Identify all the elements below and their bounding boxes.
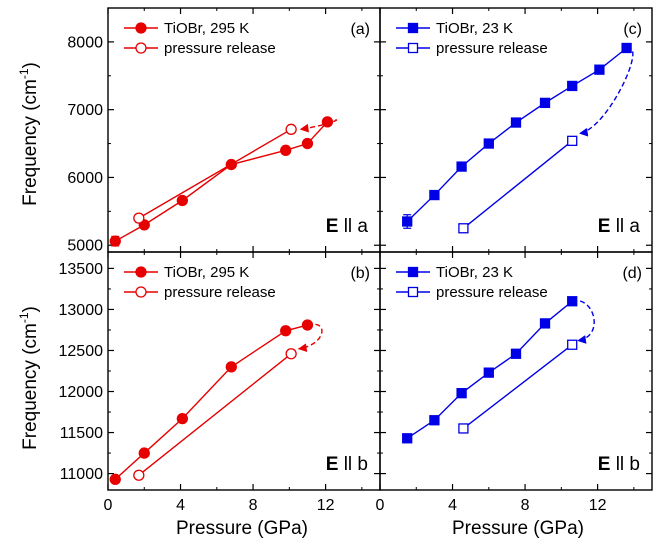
legend-label: pressure release — [436, 284, 548, 301]
legend-marker — [135, 286, 147, 298]
data-point — [429, 189, 440, 201]
x-tick-label: 8 — [521, 497, 530, 514]
data-point — [567, 135, 578, 146]
y-tick-label: 5000 — [67, 238, 103, 255]
legend-label: TiOBr, 23 K — [436, 20, 513, 37]
legend-marker — [135, 266, 147, 278]
legend-label: pressure release — [436, 40, 548, 57]
y-tick-label: 13500 — [59, 261, 104, 278]
legend-marker — [407, 286, 419, 298]
data-point — [225, 361, 237, 373]
data-point — [133, 469, 145, 481]
x-tick-label: 12 — [589, 497, 607, 514]
arrowhead — [299, 123, 310, 133]
panel-label: (b) — [350, 265, 370, 282]
y-tick-label: 6000 — [67, 170, 103, 187]
data-point — [539, 318, 551, 329]
polarization-label: E ll b — [598, 454, 640, 475]
legend-label: pressure release — [164, 40, 276, 57]
data-point — [429, 415, 440, 426]
data-point — [539, 97, 551, 109]
legend-marker — [135, 42, 147, 54]
data-point — [133, 212, 145, 224]
data-point — [621, 42, 632, 54]
series-line — [406, 47, 628, 223]
data-point — [483, 367, 494, 378]
series-line — [462, 344, 573, 430]
data-point — [567, 296, 578, 307]
data-point — [483, 138, 494, 149]
x-tick-label: 4 — [448, 497, 457, 514]
y-tick-label: 12000 — [59, 384, 104, 401]
x-axis-label-left: Pressure (GPa) — [176, 518, 308, 539]
panels: 5000 6000 7000 8000 TiOBr, 295 K pressure rel… — [59, 7, 653, 514]
y-tick-label: 12500 — [59, 343, 104, 360]
legend-marker — [135, 22, 147, 34]
arrowhead — [297, 343, 308, 353]
data-point — [176, 412, 188, 425]
x-tick-label: 4 — [176, 497, 185, 514]
y-tick-label: 11500 — [60, 425, 103, 442]
data-point — [109, 235, 121, 247]
y-tick-label: 7000 — [67, 102, 103, 119]
legend-label: TiOBr, 295 K — [164, 264, 249, 281]
data-point — [567, 339, 578, 350]
legend-marker — [407, 22, 419, 34]
y-tick-label: 13000 — [59, 302, 104, 319]
data-point — [301, 319, 314, 331]
x-tick-label: 12 — [317, 497, 335, 514]
data-point — [280, 144, 292, 156]
x-tick-label: 8 — [249, 497, 258, 514]
legend-label: TiOBr, 23 K — [436, 264, 513, 281]
panel-label: (c) — [623, 21, 642, 38]
data-point — [456, 388, 467, 399]
legend-label: TiOBr, 295 K — [164, 20, 249, 37]
arrowhead — [577, 335, 587, 344]
panel-label: (d) — [622, 265, 642, 282]
panel-d: 0 4 8 12 TiOBr, 23 K pressure release (d) E ll … — [376, 251, 653, 514]
data-point — [510, 117, 522, 128]
series-line — [462, 140, 573, 229]
polarization-label: E ll a — [598, 216, 641, 237]
data-point — [285, 348, 297, 360]
data-point — [594, 64, 605, 75]
y-axis-label-lower: Frequency (cm-1) — [17, 306, 41, 450]
data-point — [321, 116, 334, 128]
data-point — [456, 161, 467, 172]
data-point — [109, 473, 121, 485]
polarization-label: E ll a — [326, 216, 369, 237]
x-tick-label: 0 — [104, 497, 113, 514]
panel-a: 5000 6000 7000 8000 TiOBr, 295 K pressure rel… — [67, 7, 381, 255]
x-tick-label: 0 — [376, 497, 385, 514]
data-point — [285, 123, 297, 135]
data-point — [301, 137, 314, 150]
y-tick-label: 8000 — [67, 34, 103, 51]
data-point — [280, 325, 292, 337]
legend-label: pressure release — [164, 284, 276, 301]
data-point — [458, 423, 469, 434]
y-axis-label-upper: Frequency (cm-1) — [17, 62, 41, 206]
x-axis-label-right: Pressure (GPa) — [452, 518, 584, 539]
polarization-label: E ll b — [326, 454, 368, 475]
y-tick-label: 11000 — [60, 466, 103, 483]
pressure-loop-curve — [579, 47, 634, 135]
panel-c: TiOBr, 23 K pressure release (c) E ll a — [379, 7, 653, 253]
panel-b: 0 4 8 12 11000 11500 12000 12500 13000 13500 TiOBr… — [59, 251, 381, 514]
data-point — [567, 80, 578, 92]
data-point — [138, 447, 150, 459]
data-point — [402, 216, 413, 227]
data-point — [176, 194, 188, 207]
series-line — [138, 353, 292, 476]
legend-marker — [407, 42, 419, 54]
panel-label: (a) — [350, 21, 370, 38]
arrowhead — [578, 127, 589, 137]
pressure-loop-curve — [572, 300, 595, 342]
series-line — [138, 128, 292, 219]
data-point — [402, 433, 413, 444]
data-point — [510, 348, 522, 359]
legend-marker — [407, 266, 419, 278]
data-point — [458, 223, 469, 234]
